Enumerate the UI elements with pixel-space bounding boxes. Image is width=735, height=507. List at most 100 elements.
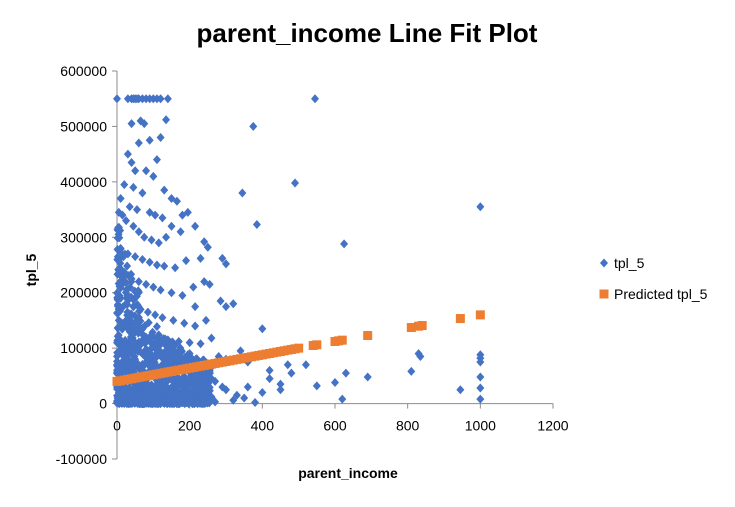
observed-point — [120, 271, 129, 281]
observed-point — [407, 366, 416, 376]
observed-point — [331, 378, 339, 388]
observed-point — [123, 310, 132, 320]
observed-point — [158, 213, 167, 223]
observed-point — [265, 374, 274, 384]
y-tick-label: 400000 — [60, 174, 107, 190]
y-tick-label: 600000 — [60, 63, 107, 79]
observed-point — [116, 193, 125, 203]
observed-point — [338, 394, 347, 404]
observed-point — [178, 394, 187, 404]
observed-point — [145, 135, 154, 145]
observed-point — [174, 336, 183, 346]
legend-label-predicted-tpl-5: Predicted tpl_5 — [614, 286, 708, 302]
observed-point — [151, 310, 160, 320]
x-tick-label: 1000 — [465, 418, 496, 434]
observed-point — [158, 353, 167, 363]
chart-title: parent_income Line Fit Plot — [197, 18, 538, 48]
observed-point — [149, 171, 158, 181]
observed-point — [160, 261, 169, 271]
observed-point — [205, 279, 214, 289]
observed-point — [123, 324, 132, 334]
predicted-point — [406, 323, 416, 333]
observed-point — [151, 361, 160, 371]
observed-point — [207, 333, 216, 343]
observed-point — [188, 380, 197, 390]
observed-point — [172, 196, 181, 206]
observed-point — [126, 282, 135, 292]
y-axis-title: tpl_5 — [23, 253, 39, 286]
observed-point — [116, 226, 125, 236]
y-axis-ticks: -100000 0 100000 200000 300000 400000 500000 60… — [56, 63, 117, 467]
observed-point — [236, 346, 245, 356]
observed-point — [202, 315, 211, 325]
observed-point — [172, 355, 181, 365]
observed-point — [136, 304, 145, 314]
legend-marker-square — [599, 289, 609, 299]
observed-point — [191, 221, 200, 231]
y-tick-label: 500000 — [60, 118, 107, 134]
observed-point — [191, 321, 200, 331]
series-predicted-tpl-5 — [112, 310, 485, 386]
x-tick-label: 0 — [113, 418, 121, 434]
x-tick-label: 600 — [323, 418, 347, 434]
x-axis-ticks: 0 200 400 600 800 1000 1200 — [113, 403, 569, 434]
predicted-point — [312, 340, 322, 350]
observed-point — [142, 279, 151, 289]
observed-point — [123, 149, 132, 159]
observed-point — [311, 94, 320, 104]
observed-point — [113, 252, 122, 262]
observed-point — [138, 329, 147, 339]
observed-point — [189, 282, 198, 292]
observed-point — [199, 379, 208, 389]
observed-point — [134, 138, 143, 148]
observed-point — [218, 253, 227, 263]
observed-point — [192, 397, 201, 407]
observed-point — [131, 252, 140, 262]
observed-point — [125, 202, 134, 212]
observed-point — [125, 359, 134, 369]
observed-point — [211, 397, 220, 407]
observed-point — [163, 94, 172, 104]
observed-point — [240, 393, 249, 403]
predicted-point — [455, 314, 465, 324]
legend-item-tpl-5: tpl_5 — [600, 255, 645, 271]
y-tick-label: 200000 — [60, 285, 107, 301]
observed-point — [416, 351, 425, 361]
observed-point — [171, 397, 180, 407]
observed-point — [176, 227, 185, 237]
observed-point — [113, 94, 121, 104]
observed-point — [218, 382, 227, 392]
observed-point — [476, 357, 485, 367]
observed-point — [162, 115, 171, 125]
x-tick-label: 800 — [396, 418, 420, 434]
observed-point — [129, 221, 138, 231]
observed-point — [120, 180, 129, 190]
observed-point — [203, 242, 212, 252]
observed-point — [174, 389, 183, 399]
observed-point — [143, 307, 152, 317]
legend-item-predicted: Predicted tpl_5 — [599, 286, 708, 302]
x-tick-label: 400 — [251, 418, 275, 434]
observed-point — [117, 303, 126, 313]
observed-point — [183, 207, 192, 217]
observed-point — [180, 318, 189, 328]
observed-point — [115, 233, 124, 243]
observed-point — [167, 288, 176, 298]
observed-point — [120, 343, 129, 353]
observed-point — [141, 358, 150, 368]
observed-point — [145, 332, 154, 342]
observed-point — [229, 395, 238, 405]
observed-point — [276, 379, 285, 389]
observed-point — [222, 259, 230, 269]
observed-point — [129, 182, 138, 192]
observed-point — [127, 157, 136, 167]
observed-point — [182, 256, 191, 266]
observed-point — [147, 235, 156, 245]
legend: tpl_5 Predicted tpl_5 — [599, 255, 708, 302]
observed-point — [476, 372, 485, 382]
observed-point — [156, 94, 165, 104]
y-tick-label: 100000 — [60, 340, 107, 356]
observed-point — [200, 237, 209, 247]
x-axis-title: parent_income — [298, 465, 398, 481]
observed-point — [283, 360, 292, 370]
